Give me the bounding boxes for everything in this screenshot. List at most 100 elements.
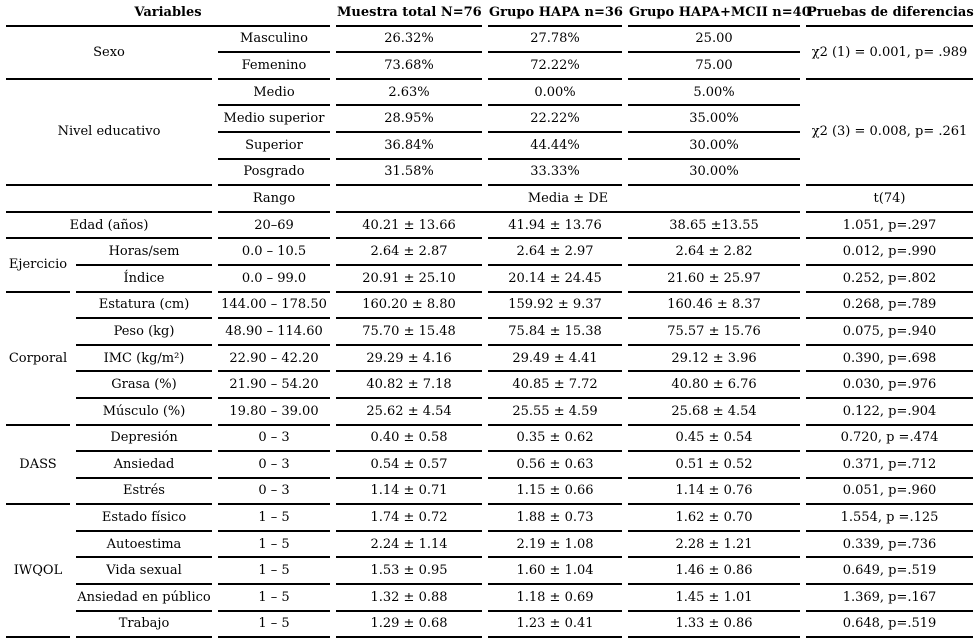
cell-total: 36.84% xyxy=(336,133,483,160)
cell-test: 0.252, p=.802 xyxy=(806,266,974,293)
empty-cell xyxy=(6,186,212,213)
cell-subvariable: Trabajo xyxy=(76,612,212,638)
cell-test: 0.122, p=.904 xyxy=(806,399,974,426)
cell-mcii: 75.00 xyxy=(628,53,801,80)
subheader-row: Rango Media ± DE t(74) xyxy=(6,186,974,213)
cell-test: 0.075, p=.940 xyxy=(806,319,974,346)
cell-mcii: 38.65 ±13.55 xyxy=(628,213,801,240)
column-header-muestra-total: Muestra total N=76 xyxy=(336,0,483,27)
cell-total: 1.32 ± 0.88 xyxy=(336,585,483,612)
table-row-estatura: Corporal Estatura (cm) 144.00 – 178.50 1… xyxy=(6,293,974,426)
cell-hapa: 75.84 ± 15.38 xyxy=(488,319,623,346)
group-label-nivel-educativo: Nivel educativo xyxy=(6,80,212,187)
cell-total: 0.40 ± 0.58 xyxy=(336,426,483,453)
cell-rango: 0 – 3 xyxy=(218,479,331,506)
cell-test: 0.390, p=.698 xyxy=(806,346,974,373)
cell-total: 40.21 ± 13.66 xyxy=(336,213,483,240)
cell-total: 1.14 ± 0.71 xyxy=(336,479,483,506)
table-row-trabajo: Trabajo 1 – 5 1.29 ± 0.68 1.23 ± 0.41 1.… xyxy=(6,612,974,638)
cell-hapa: 1.23 ± 0.41 xyxy=(488,612,623,638)
table-row-edad: Edad (años) 20–69 40.21 ± 13.66 41.94 ± … xyxy=(6,213,974,240)
cell-total: 2.24 ± 1.14 xyxy=(336,532,483,559)
cell-total: 1.74 ± 0.72 xyxy=(336,505,483,532)
cell-subvariable: Autoestima xyxy=(76,532,212,559)
cell-test: 1.554, p =.125 xyxy=(806,505,974,532)
cell-test: 0.051, p=.960 xyxy=(806,479,974,506)
cell-mcii: 1.62 ± 0.70 xyxy=(628,505,801,532)
cell-hapa: 25.55 ± 4.59 xyxy=(488,399,623,426)
cell-rango: 1 – 5 xyxy=(218,532,331,559)
cell-subvariable: Grasa (%) xyxy=(76,372,212,399)
cell-test: 0.648, p=.519 xyxy=(806,612,974,638)
section-nivel-educativo: Nivel educativo Medio 2.63% 0.00% 5.00% … xyxy=(6,80,974,187)
cell-rango: 22.90 – 42.20 xyxy=(218,346,331,373)
group-label-corporal: Corporal xyxy=(6,293,70,426)
cell-test: 0.012, p=.990 xyxy=(806,239,974,266)
cell-hapa: 0.00% xyxy=(488,80,623,107)
table-row-masculino: Sexo Masculino 26.32% 27.78% 25.00 χ2 (1… xyxy=(6,27,974,80)
cell-total: 29.29 ± 4.16 xyxy=(336,346,483,373)
cell-hapa: 0.56 ± 0.63 xyxy=(488,452,623,479)
cell-total: 31.58% xyxy=(336,160,483,187)
cell-subvariable: Superior xyxy=(218,133,331,160)
cell-subvariable: Horas/sem xyxy=(76,239,212,266)
cell-hapa: 41.94 ± 13.76 xyxy=(488,213,623,240)
cell-test: 0.339, p=.736 xyxy=(806,532,974,559)
cell-rango: 0.0 – 10.5 xyxy=(218,239,331,266)
cell-subvariable: Estrés xyxy=(76,479,212,506)
cell-total: 75.70 ± 15.48 xyxy=(336,319,483,346)
cell-mcii: 40.80 ± 6.76 xyxy=(628,372,801,399)
cell-subvariable: Masculino xyxy=(218,27,331,54)
cell-total: 28.95% xyxy=(336,106,483,133)
header-row: Variables Muestra total N=76 Grupo HAPA … xyxy=(6,0,974,27)
cell-mcii: 25.00 xyxy=(628,27,801,54)
cell-hapa: 159.92 ± 9.37 xyxy=(488,293,623,320)
cell-mcii: 160.46 ± 8.37 xyxy=(628,293,801,320)
table-row-horas-sem: Ejercicio Horas/sem 0.0 – 10.5 2.64 ± 2.… xyxy=(6,239,974,293)
cell-total: 160.20 ± 8.80 xyxy=(336,293,483,320)
cell-mcii: 1.33 ± 0.86 xyxy=(628,612,801,638)
cell-rango: 20–69 xyxy=(218,213,331,240)
cell-test-sexo: χ2 (1) = 0.001, p= .989 xyxy=(806,27,974,80)
cell-rango: 1 – 5 xyxy=(218,585,331,612)
cell-total: 2.64 ± 2.87 xyxy=(336,239,483,266)
cell-total: 20.91 ± 25.10 xyxy=(336,266,483,293)
cell-hapa: 72.22% xyxy=(488,53,623,80)
cell-test: 1.369, p=.167 xyxy=(806,585,974,612)
cell-rango: 0 – 3 xyxy=(218,426,331,453)
column-header-pruebas: Pruebas de diferencias xyxy=(806,0,974,27)
table-row-peso: Peso (kg) 48.90 – 114.60 75.70 ± 15.48 7… xyxy=(6,319,974,346)
subheader-t74: t(74) xyxy=(806,186,974,213)
cell-subvariable: Posgrado xyxy=(218,160,331,187)
cell-rango: 144.00 – 178.50 xyxy=(218,293,331,320)
cell-subvariable: Medio superior xyxy=(218,106,331,133)
cell-total: 2.63% xyxy=(336,80,483,107)
cell-subvariable: Estado físico xyxy=(76,505,212,532)
table-row-depresion: DASS Depresión 0 – 3 0.40 ± 0.58 0.35 ± … xyxy=(6,426,974,506)
cell-subvariable: Ansiedad en público xyxy=(76,585,212,612)
cell-rango: 0.0 – 99.0 xyxy=(218,266,331,293)
cell-mcii: 30.00% xyxy=(628,133,801,160)
cell-subvariable: Estatura (cm) xyxy=(76,293,212,320)
cell-test: 1.051, p=.297 xyxy=(806,213,974,240)
cell-mcii: 21.60 ± 25.97 xyxy=(628,266,801,293)
table-row-superior: Superior 36.84% 44.44% 30.00% xyxy=(6,133,973,160)
cell-mcii: 0.51 ± 0.52 xyxy=(628,452,801,479)
cell-rango: 19.80 – 39.00 xyxy=(218,399,331,426)
table-row-autoestima: Autoestima 1 – 5 2.24 ± 1.14 2.19 ± 1.08… xyxy=(6,532,974,559)
column-header-variables: Variables xyxy=(6,0,331,27)
cell-subvariable: Ansiedad xyxy=(76,452,212,479)
group-label-edad: Edad (años) xyxy=(6,213,212,240)
cell-subvariable: Músculo (%) xyxy=(76,399,212,426)
section-corporal: Corporal Estatura (cm) 144.00 – 178.50 1… xyxy=(6,293,974,426)
cell-rango: 1 – 5 xyxy=(218,505,331,532)
cell-mcii: 1.45 ± 1.01 xyxy=(628,585,801,612)
table-row-medio-superior: Medio superior 28.95% 22.22% 35.00% xyxy=(6,106,973,133)
cell-hapa: 33.33% xyxy=(488,160,623,187)
subheader-rango: Rango xyxy=(218,186,331,213)
section-header: Variables Muestra total N=76 Grupo HAPA … xyxy=(6,0,974,27)
table-row-ansiedad: Ansiedad 0 – 3 0.54 ± 0.57 0.56 ± 0.63 0… xyxy=(6,452,974,479)
cell-hapa: 1.88 ± 0.73 xyxy=(488,505,623,532)
group-label-sexo: Sexo xyxy=(6,27,212,80)
